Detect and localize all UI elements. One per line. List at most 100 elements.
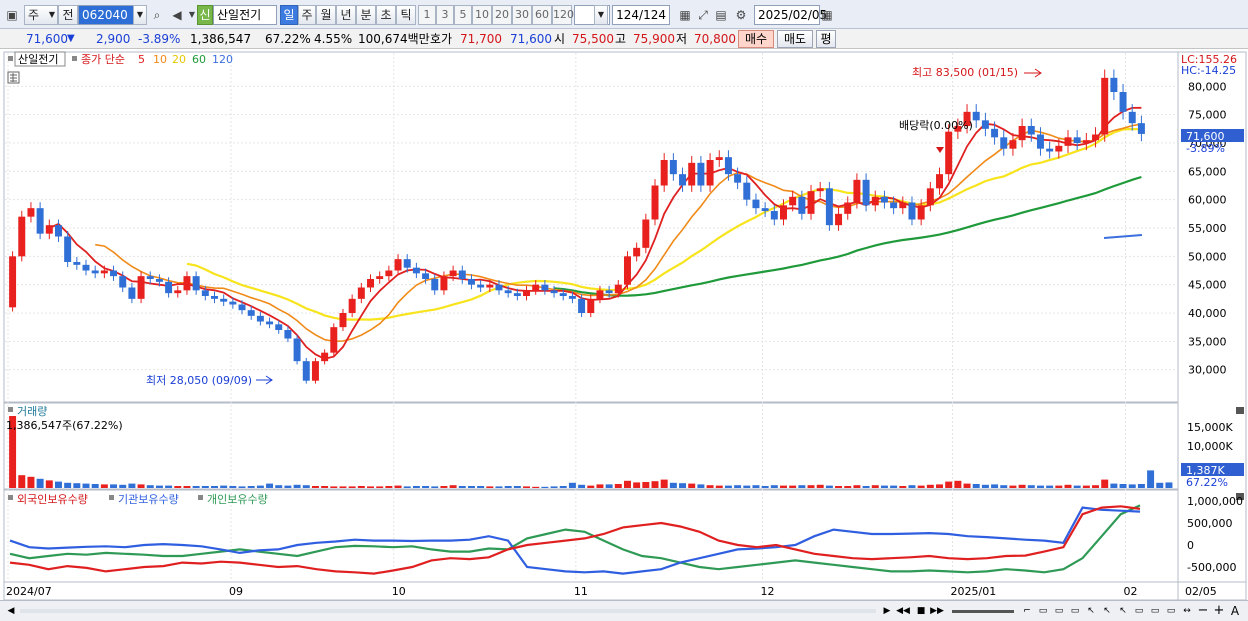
window-icon[interactable]: ▭ <box>1134 606 1144 616</box>
scroll-right-icon[interactable]: ▶ <box>883 606 891 616</box>
pan-icon[interactable]: ↔ <box>1183 606 1191 616</box>
interval-dropdown[interactable]: ▼ <box>594 5 608 25</box>
tab-tick[interactable]: 틱 <box>396 5 416 25</box>
interval-30[interactable]: 30 <box>512 5 532 25</box>
tab-year[interactable]: 년 <box>336 5 356 25</box>
buy-button[interactable]: 매수 <box>738 30 774 48</box>
link-icon[interactable]: ⤢ <box>698 8 708 22</box>
candle-body <box>201 290 209 296</box>
date-input[interactable]: 2025/02/05 <box>754 5 827 25</box>
gear-icon[interactable]: ⚙ <box>735 8 747 22</box>
pane-close-icon[interactable] <box>1236 407 1244 414</box>
window-icon[interactable]: ▭ <box>1070 606 1080 616</box>
crosshair-icon[interactable]: ⌐ <box>1023 606 1031 616</box>
high-label: 고 <box>615 32 627 46</box>
window-icon[interactable]: ▭ <box>1054 606 1064 616</box>
eval-button[interactable]: 평 <box>816 30 836 48</box>
legend-marker <box>8 407 13 412</box>
speaker-icon[interactable]: ◀ <box>172 8 182 22</box>
prev-button[interactable]: 전 <box>58 5 78 25</box>
window-icon[interactable]: ▭ <box>1038 606 1048 616</box>
volume-bar <box>385 486 393 488</box>
price-tick: 30,000 <box>1188 364 1227 377</box>
price-chart[interactable]: 80,00075,00070,00065,00060,00055,00050,0… <box>0 50 1248 602</box>
grid-icon[interactable]: ▦ <box>679 8 691 22</box>
volume-bar <box>82 483 90 488</box>
volume-bar <box>220 485 228 488</box>
holdings-lines <box>9 504 1141 575</box>
open-price: 75,500 <box>572 32 614 46</box>
zoom-in-icon[interactable]: + <box>1213 603 1225 618</box>
volume-pane[interactable] <box>3 402 1179 490</box>
volume-bar <box>853 485 861 488</box>
volume-bar <box>137 484 145 488</box>
scroll-left-icon[interactable]: ◀ <box>7 606 15 616</box>
interval-20[interactable]: 20 <box>492 5 512 25</box>
volume-bar <box>339 486 347 488</box>
volume-bar <box>734 485 742 488</box>
calendar-icon[interactable]: ▦ <box>821 8 833 22</box>
interval-60[interactable]: 60 <box>532 5 552 25</box>
candle-body <box>523 290 531 296</box>
text-tool-icon[interactable]: A <box>1230 604 1240 618</box>
volume-bar <box>238 486 246 488</box>
tab-week[interactable]: 주 <box>298 5 316 25</box>
low-arrow-icon <box>256 375 273 385</box>
candle-body <box>862 179 870 206</box>
price-tick: 35,000 <box>1188 335 1227 348</box>
page-back-icon[interactable]: ◀◀ <box>896 606 910 616</box>
volume-bar <box>247 486 255 488</box>
gridlines <box>5 53 1177 581</box>
save-icon[interactable]: ▤ <box>715 8 727 22</box>
price-pane[interactable] <box>3 51 1179 403</box>
zoom-slider[interactable] <box>952 610 1014 613</box>
page-forward-icon[interactable]: ▶▶ <box>930 606 944 616</box>
interval-10[interactable]: 10 <box>472 5 492 25</box>
ma60-line <box>554 175 1142 297</box>
tab-day[interactable]: 일 <box>280 5 298 25</box>
candle-body <box>82 264 90 271</box>
volume-bar <box>835 486 843 488</box>
candle-body <box>1064 137 1072 146</box>
window-icon[interactable]: ▭ <box>1166 606 1176 616</box>
arrow-icon[interactable]: ↖ <box>1119 606 1127 616</box>
stock-code-input[interactable]: 062040 <box>78 5 134 25</box>
count-field[interactable]: 124/124 <box>612 5 670 25</box>
interval-5[interactable]: 5 <box>454 5 472 25</box>
tab-month[interactable]: 월 <box>316 5 336 25</box>
code-dropdown-button[interactable]: ▼ <box>133 5 147 25</box>
candle-body <box>275 324 283 330</box>
interval-3[interactable]: 3 <box>436 5 454 25</box>
interval-1[interactable]: 1 <box>418 5 436 25</box>
tab-minute[interactable]: 분 <box>356 5 376 25</box>
volume-bar <box>367 486 374 488</box>
scrollbar-track[interactable] <box>20 609 876 613</box>
pane-close-icon[interactable] <box>1236 493 1244 500</box>
zoom-out-icon[interactable]: − <box>1197 603 1209 618</box>
stop-icon[interactable]: ■ <box>916 606 926 616</box>
tab-week-label: 주 <box>301 8 313 22</box>
candle-body <box>1073 137 1081 143</box>
volume-bar <box>981 484 989 488</box>
volume-bar <box>458 486 466 488</box>
chart-type-select[interactable]: 주 ▼ <box>24 5 58 25</box>
arrow-icon[interactable]: ↖ <box>1087 606 1095 616</box>
window-icon[interactable]: ▭ <box>1150 606 1160 616</box>
sell-button[interactable]: 매도 <box>777 30 813 48</box>
tab-second[interactable]: 초 <box>376 5 396 25</box>
window-menu-icon[interactable]: ▣ <box>6 8 18 22</box>
search-icon[interactable]: ⌕ <box>153 8 161 22</box>
interval-label: 30 <box>515 8 529 21</box>
arrow-icon[interactable]: ↖ <box>1103 606 1111 616</box>
candle-body <box>256 315 264 322</box>
chevron-down-icon[interactable]: ▼ <box>188 10 196 19</box>
candle-body <box>45 225 53 234</box>
candle-body <box>137 276 145 299</box>
candle-body <box>73 262 81 265</box>
volume-bar <box>403 486 411 488</box>
candle-body <box>541 284 549 291</box>
ask-price: 71,700 <box>460 32 502 46</box>
volume-bar <box>1137 484 1145 488</box>
interval-120[interactable]: 120 <box>552 5 574 25</box>
date-label: 2025/01 <box>951 585 997 598</box>
